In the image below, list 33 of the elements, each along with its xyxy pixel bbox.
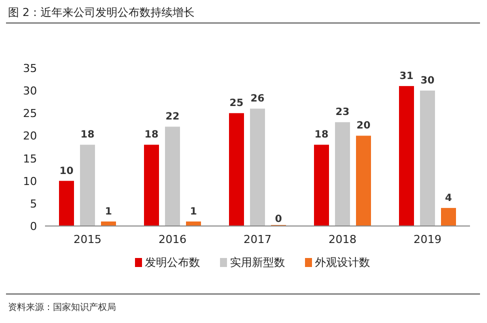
data-label: 25 <box>230 98 244 110</box>
y-tick-label: 30 <box>23 84 37 98</box>
data-label: 22 <box>166 112 180 123</box>
data-label: 26 <box>250 94 264 105</box>
data-label: 23 <box>336 107 350 118</box>
legend-label: 外观设计数 <box>315 256 370 269</box>
y-tick-label: 0 <box>30 220 37 233</box>
x-tick-label: 2019 <box>414 233 442 246</box>
data-label: 20 <box>356 120 370 132</box>
legend-label: 发明公布数 <box>145 256 200 269</box>
y-tick-label: 5 <box>30 197 37 210</box>
y-tick-label: 20 <box>23 130 37 143</box>
data-label: 30 <box>420 76 434 87</box>
x-tick-label: 2017 <box>244 233 272 246</box>
title: 图 2：近年来公司发明公布数持续增长 <box>8 6 194 19</box>
data-label: 1 <box>105 206 112 218</box>
data-label: 4 <box>445 192 452 204</box>
x-tick-label: 2018 <box>328 233 356 246</box>
y-tick-label: 25 <box>23 107 37 120</box>
y-tick-label: 15 <box>23 152 37 166</box>
data-label: 18 <box>80 130 94 141</box>
x-tick-label: 2015 <box>74 233 102 246</box>
y-tick-label: 10 <box>23 174 37 188</box>
data-label: 1 <box>190 206 198 218</box>
data-label: 18 <box>314 130 328 141</box>
y-tick-label: 35 <box>23 62 37 75</box>
x-tick-label: 2016 <box>158 233 186 246</box>
legend-label: 实用新型数 <box>230 256 285 269</box>
data-label: 31 <box>400 71 414 82</box>
text: 资料来源：国家知识产权局 <box>8 302 116 313</box>
data-label: 10 <box>60 166 74 177</box>
data-label: 0 <box>275 214 282 225</box>
data-label: 18 <box>144 130 158 141</box>
